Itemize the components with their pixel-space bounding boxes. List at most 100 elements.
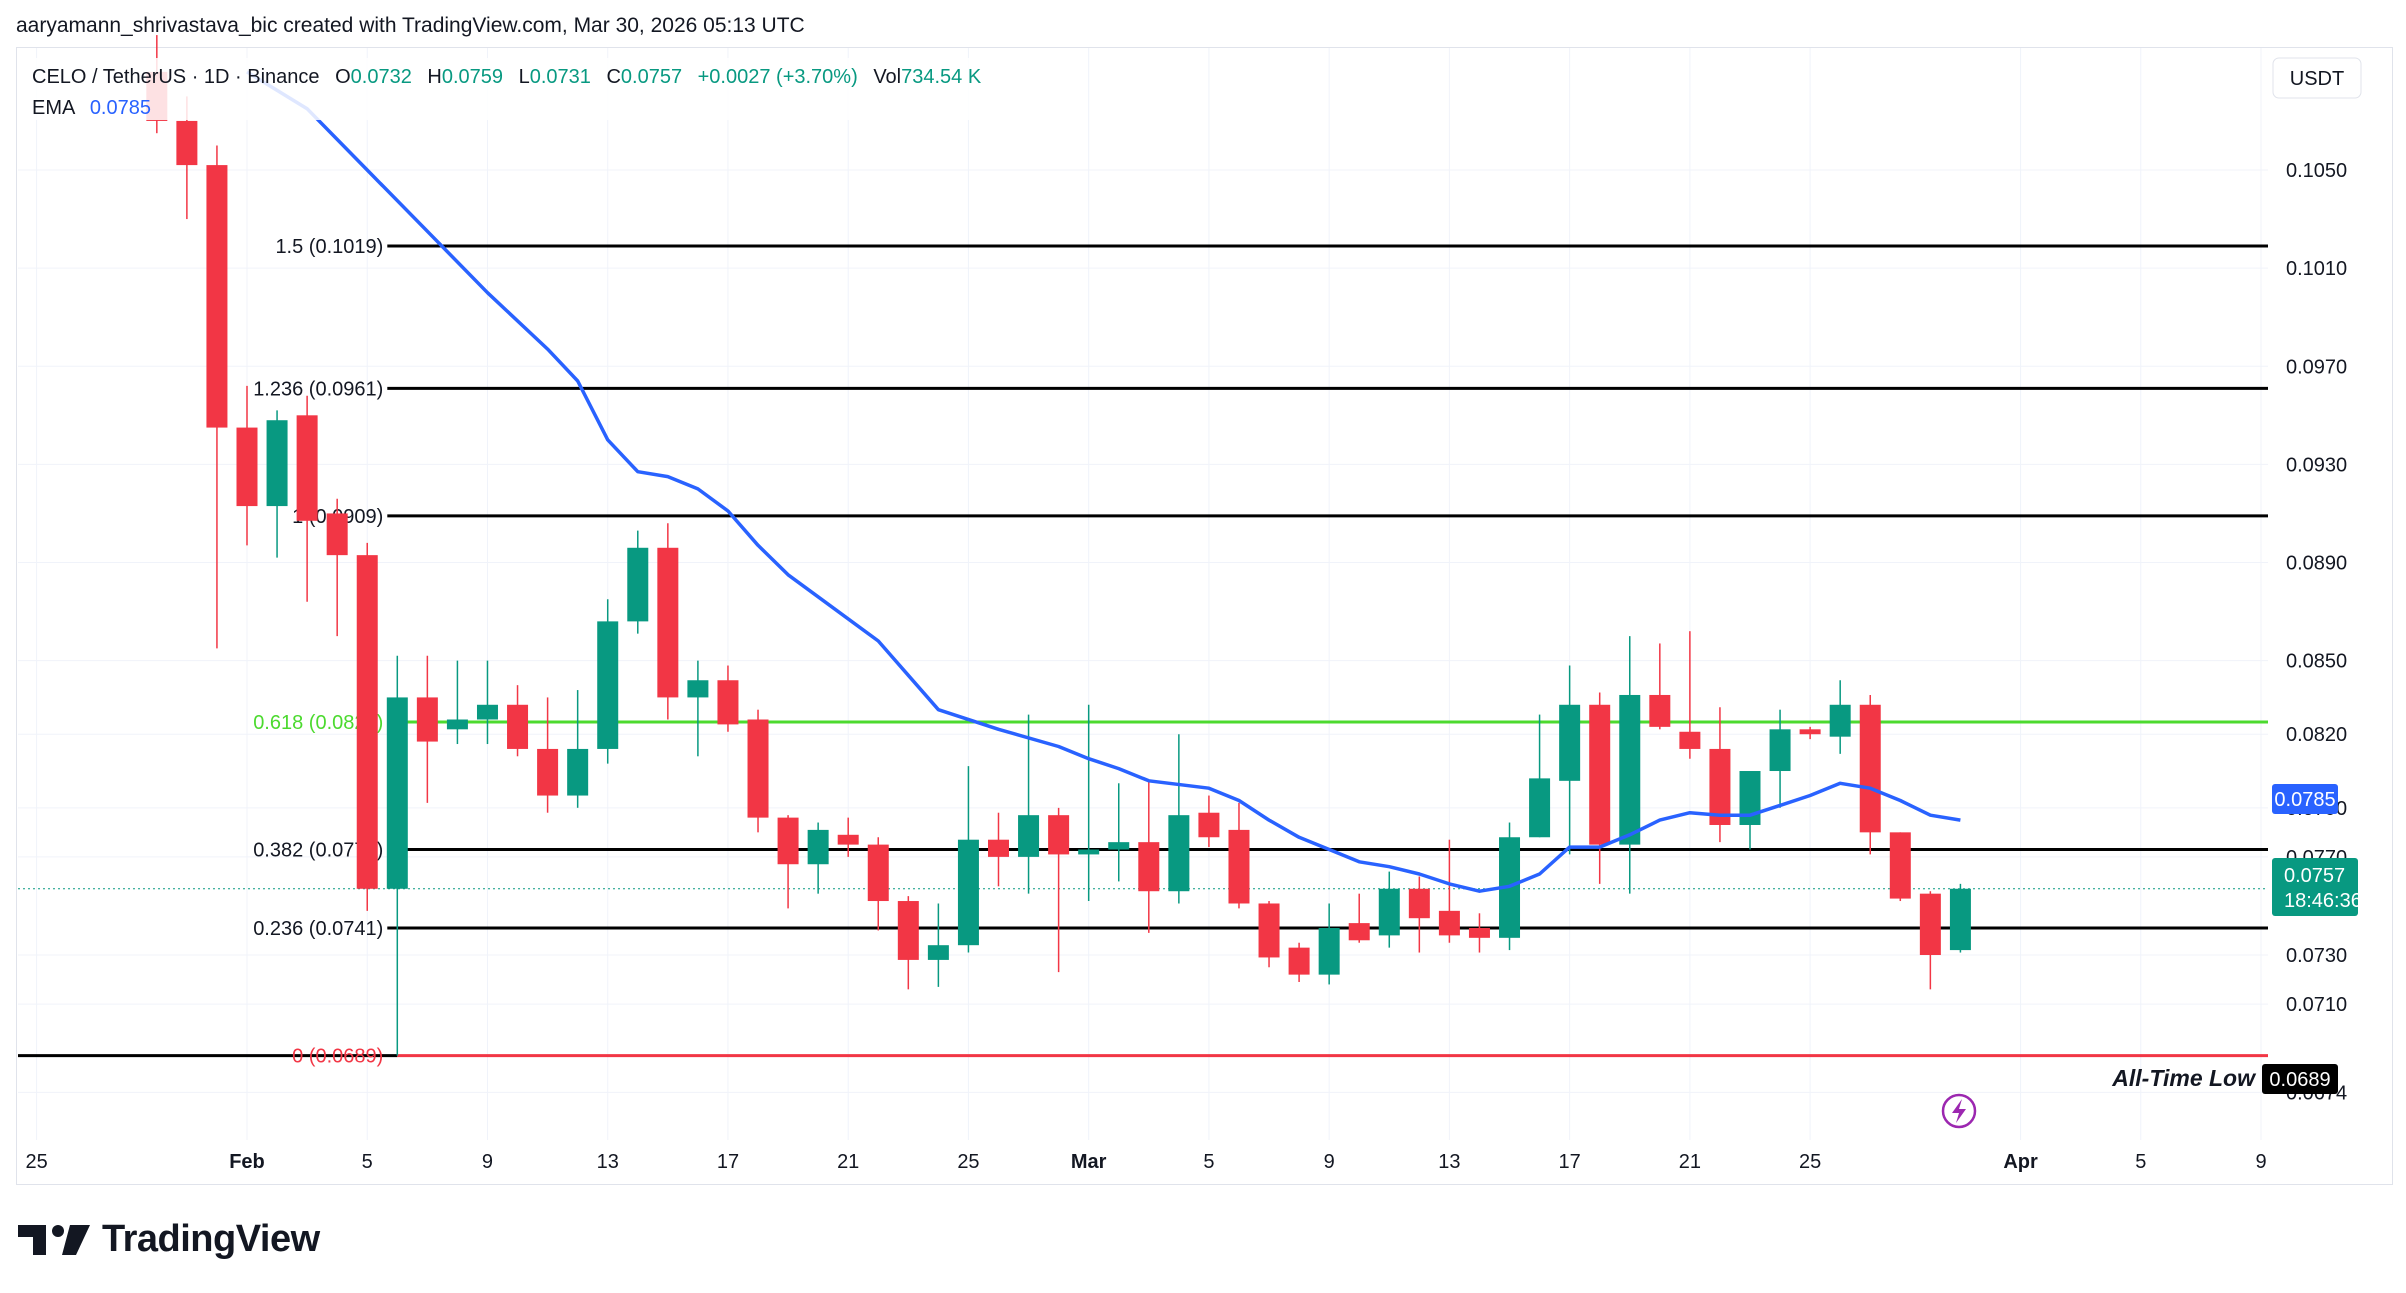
currency-button[interactable]: USDT bbox=[2272, 57, 2362, 99]
time-tick-label: Feb bbox=[229, 1151, 265, 1173]
candle[interactable] bbox=[777, 815, 799, 909]
candle-body bbox=[897, 901, 919, 960]
lightning-icon[interactable] bbox=[1941, 1093, 1977, 1129]
candle[interactable] bbox=[1829, 680, 1851, 754]
time-tick-label: 9 bbox=[2255, 1151, 2266, 1173]
candle-body bbox=[1619, 694, 1641, 845]
candle[interactable] bbox=[687, 660, 709, 757]
candle[interactable] bbox=[1258, 901, 1280, 968]
candle[interactable] bbox=[1739, 771, 1761, 850]
candle[interactable] bbox=[747, 709, 769, 833]
candle-body bbox=[1078, 849, 1100, 855]
candle[interactable] bbox=[1859, 694, 1881, 855]
candle[interactable] bbox=[206, 145, 228, 649]
candle-body bbox=[1739, 771, 1761, 825]
candle[interactable] bbox=[627, 530, 649, 634]
candle-body bbox=[1949, 888, 1971, 951]
candle[interactable] bbox=[1589, 692, 1611, 884]
candle[interactable] bbox=[386, 655, 408, 1056]
candle[interactable] bbox=[1168, 734, 1190, 904]
candle[interactable] bbox=[657, 523, 679, 720]
candle[interactable] bbox=[1348, 893, 1370, 943]
chart-frame bbox=[16, 47, 2393, 1185]
svg-text:EMA 0.0785: EMA 0.0785 bbox=[32, 97, 151, 119]
candle[interactable] bbox=[1078, 704, 1100, 902]
candle[interactable] bbox=[1799, 726, 1821, 740]
candle-body bbox=[837, 834, 859, 845]
price-tick-label: 0.1010 bbox=[2286, 258, 2347, 280]
candle-body bbox=[1889, 832, 1911, 899]
candle[interactable] bbox=[1018, 714, 1040, 894]
candle-body bbox=[326, 513, 348, 556]
candle-body bbox=[567, 748, 589, 796]
candle-body bbox=[446, 719, 468, 730]
candle[interactable] bbox=[446, 660, 468, 745]
candle[interactable] bbox=[1138, 780, 1160, 933]
time-tick-label: 25 bbox=[25, 1151, 47, 1173]
candle[interactable] bbox=[266, 410, 288, 558]
fib-level-label: 0 (0.0689) bbox=[292, 1046, 383, 1068]
candle[interactable] bbox=[1709, 707, 1731, 843]
time-tick-label: 25 bbox=[1799, 1151, 1821, 1173]
candle-body bbox=[266, 420, 288, 507]
candle[interactable] bbox=[717, 665, 739, 732]
legend-ema-label: EMA bbox=[32, 97, 76, 119]
candle[interactable] bbox=[1318, 903, 1340, 985]
candle-body bbox=[296, 415, 318, 521]
candle[interactable] bbox=[927, 903, 949, 987]
candle[interactable] bbox=[957, 766, 979, 953]
fib-level-label: 0.236 (0.0741) bbox=[253, 918, 383, 940]
candle-body bbox=[657, 547, 679, 698]
candle-body bbox=[236, 427, 258, 507]
candle-body bbox=[1529, 778, 1551, 838]
candle[interactable] bbox=[1468, 913, 1490, 953]
candle[interactable] bbox=[1949, 883, 1971, 953]
candle[interactable] bbox=[326, 498, 348, 637]
candle-body bbox=[867, 844, 889, 902]
candle[interactable] bbox=[1048, 807, 1070, 973]
candle[interactable] bbox=[1679, 631, 1701, 759]
candle[interactable] bbox=[1108, 783, 1130, 882]
candle[interactable] bbox=[1408, 876, 1430, 953]
candle[interactable] bbox=[867, 837, 889, 931]
time-tick-label: 17 bbox=[1559, 1151, 1581, 1173]
candle[interactable] bbox=[988, 812, 1009, 887]
candle[interactable] bbox=[837, 817, 859, 857]
candle[interactable] bbox=[1769, 709, 1791, 808]
candle[interactable] bbox=[1529, 714, 1551, 838]
svg-text:USDT: USDT bbox=[2290, 68, 2344, 90]
candle[interactable] bbox=[507, 685, 529, 757]
candle[interactable] bbox=[807, 822, 829, 894]
candle[interactable] bbox=[897, 896, 919, 990]
candle-body bbox=[1408, 888, 1430, 919]
time-axis: 25 Feb 5 9 13 17 21 25 Mar 5 9 13 17 21 25 Apr 5 9 bbox=[25, 1151, 2266, 1173]
candle[interactable] bbox=[416, 655, 438, 803]
candle[interactable] bbox=[1889, 832, 1911, 902]
candle-body bbox=[507, 704, 529, 749]
candle[interactable] bbox=[567, 690, 589, 808]
candle[interactable] bbox=[1198, 795, 1220, 848]
candle[interactable] bbox=[1378, 871, 1400, 948]
candle[interactable] bbox=[1559, 665, 1581, 855]
price-tick-label: 0.0850 bbox=[2286, 651, 2347, 673]
candle[interactable] bbox=[236, 385, 258, 546]
legend-close: 0.0757 bbox=[621, 66, 682, 88]
candle[interactable] bbox=[476, 660, 498, 745]
candle-body bbox=[1859, 704, 1881, 833]
candle[interactable] bbox=[597, 599, 619, 764]
candle-body bbox=[957, 839, 979, 946]
candle[interactable] bbox=[296, 395, 318, 602]
candle[interactable] bbox=[1288, 942, 1310, 982]
candle-body bbox=[1799, 729, 1821, 735]
candle[interactable] bbox=[1228, 802, 1250, 909]
candle[interactable] bbox=[1619, 636, 1641, 894]
candle[interactable] bbox=[537, 697, 559, 813]
candle-body bbox=[1018, 815, 1040, 857]
candle[interactable] bbox=[1438, 839, 1460, 943]
candlestick-series bbox=[146, 35, 1971, 1056]
candle[interactable] bbox=[356, 542, 378, 911]
candle[interactable] bbox=[1649, 643, 1671, 730]
candle[interactable] bbox=[1919, 891, 1941, 990]
time-tick-label: 21 bbox=[837, 1151, 859, 1173]
